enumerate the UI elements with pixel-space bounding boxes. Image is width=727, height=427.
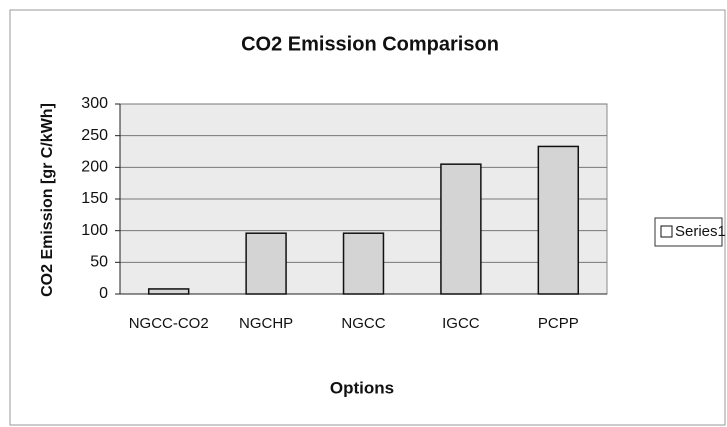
- y-tick-label: 0: [99, 285, 108, 302]
- x-axis-label: Options: [330, 378, 394, 397]
- bar: [537, 145, 580, 295]
- bar: [147, 288, 190, 295]
- legend-label: Series1: [675, 223, 726, 240]
- legend-swatch: [660, 225, 673, 238]
- x-tick-label: PCPP: [538, 315, 579, 332]
- chart-title: CO2 Emission Comparison: [241, 33, 499, 55]
- y-tick-label: 250: [81, 127, 108, 144]
- y-tick-label: 300: [81, 95, 108, 112]
- y-tick-label: 100: [81, 222, 108, 239]
- x-tick-label: NGCC: [341, 315, 385, 332]
- bar: [342, 232, 385, 295]
- y-tick-label: 50: [90, 254, 108, 271]
- bar: [245, 232, 287, 295]
- y-tick-label: 200: [81, 159, 108, 176]
- x-tick-label: IGCC: [442, 315, 480, 332]
- y-axis-label: CO2 Emission [gr C/kWh]: [39, 103, 56, 297]
- x-tick-label: NGCC-CO2: [129, 315, 209, 332]
- y-tick-label: 150: [81, 190, 108, 207]
- bar: [440, 163, 482, 295]
- x-tick-label: NGCHP: [239, 315, 293, 332]
